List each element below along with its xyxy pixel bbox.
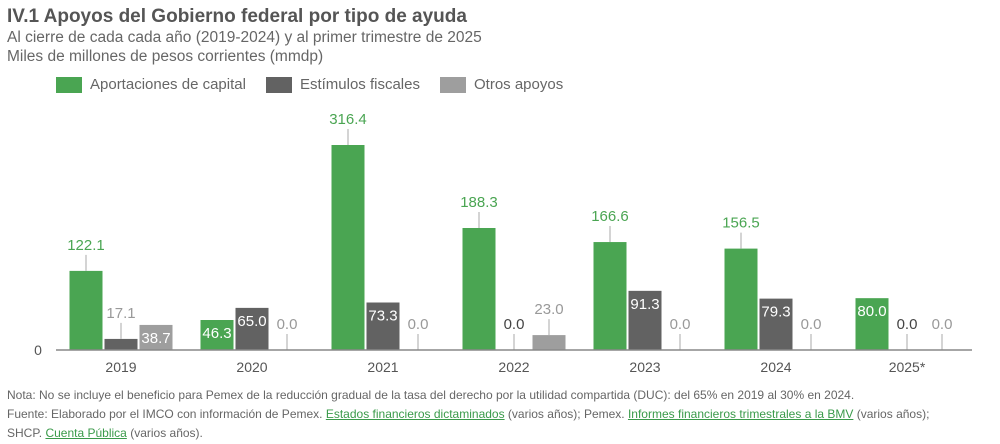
legend-label: Aportaciones de capital [90,76,246,93]
bar-aportaciones-de-capital [200,320,234,350]
y-tick-label: 0 [34,342,42,358]
data-label: 79.3 [761,304,790,321]
legend-swatch [265,76,292,93]
x-tick-label: 2022 [498,359,529,375]
legend-label: Otros apoyos [473,76,564,93]
source-text: Fuente: Elaborado por el IMCO con inform… [7,405,929,424]
legend-item-otros: Otros apoyos [439,76,564,93]
link-cuenta-publica[interactable]: Cuenta Pública [45,426,127,440]
chart-subtitle: Al cierre de cada cada año (2019-2024) y… [7,29,482,46]
legend-label: Estímulos fiscales [299,76,420,93]
bar-estímulos-fiscales [366,302,400,350]
x-tick-label: 2019 [105,359,136,375]
source-part: (varios años); Pemex. [504,407,628,421]
data-label: 0.0 [932,316,953,333]
data-label: 46.3 [202,325,231,342]
data-label: 156.5 [722,215,760,232]
chart-title: IV.1 Apoyos del Gobierno federal por tip… [7,6,467,27]
data-label: 122.1 [67,237,105,254]
source-text-2: SHCP. Cuenta Pública (varios años). [7,424,929,443]
link-estados-financieros[interactable]: Estados financieros dictaminados [325,407,505,421]
bar-aportaciones-de-capital [855,298,889,350]
source-part: (varios años); [853,407,930,421]
legend-swatch [439,76,466,93]
data-label: 0.0 [277,316,298,333]
x-tick-label: 2023 [629,359,660,375]
data-label: 166.6 [591,208,629,225]
note-text: Nota: No se incluye el beneficio para Pe… [7,388,855,402]
source-part: SHCP. [7,426,46,440]
legend-item-estimulos: Estímulos fiscales [265,76,420,93]
data-label: 80.0 [857,303,886,320]
link-informes-trimestrales[interactable]: Informes financieros trimestrales a la B… [627,407,854,421]
data-label: 17.1 [106,305,135,322]
bar-aportaciones-de-capital [724,248,758,350]
data-label: 0.0 [670,316,691,333]
bar-estímulos-fiscales [628,290,662,350]
footnotes: Nota: No se incluye el beneficio para Pe… [7,386,929,443]
bar-otros-apoyos [532,335,566,350]
bar-estímulos-fiscales [759,298,793,350]
data-label: 0.0 [504,316,525,333]
data-label: 73.3 [368,308,397,325]
bar-aportaciones-de-capital [331,145,365,350]
x-tick-label: 2024 [760,359,791,375]
x-tick-label: 2025* [889,359,926,375]
source-part: Fuente: Elaborado por el IMCO con inform… [7,407,326,421]
data-label: 65.0 [237,313,266,330]
legend: Aportaciones de capital Estímulos fiscal… [56,76,563,93]
bar-aportaciones-de-capital [593,242,627,350]
data-label: 0.0 [897,316,918,333]
data-label: 38.7 [141,330,170,347]
bar-aportaciones-de-capital [462,227,496,350]
chart-units: Miles de millones de pesos corrientes (m… [7,48,324,65]
legend-item-aportaciones: Aportaciones de capital [56,76,246,93]
data-label: 23.0 [534,301,563,318]
x-tick-label: 2020 [236,359,267,375]
bar-estímulos-fiscales [104,338,138,350]
data-label: 0.0 [408,316,429,333]
source-part: (varios años). [126,426,203,440]
bar-aportaciones-de-capital [69,270,103,350]
x-tick-label: 2021 [367,359,398,375]
data-label: 316.4 [329,111,367,128]
bar-otros-apoyos [139,324,173,350]
data-label: 188.3 [460,194,498,211]
data-label: 91.3 [630,296,659,313]
data-label: 0.0 [801,316,822,333]
bar-estímulos-fiscales [235,307,269,350]
legend-swatch [56,76,82,93]
